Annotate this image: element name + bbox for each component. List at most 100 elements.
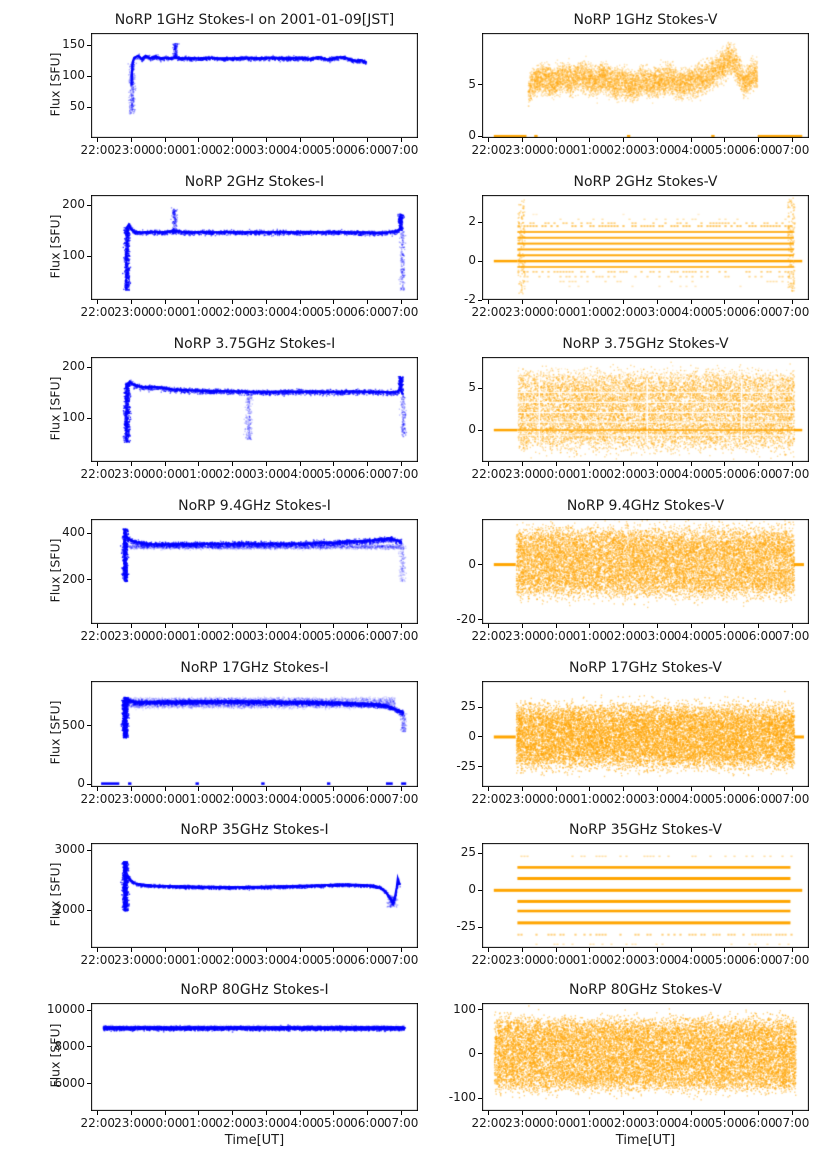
x-tick-label: 07:00 [383,1116,419,1130]
x-axis-tick [521,1111,523,1115]
y-tick-label: 200 [62,197,85,212]
x-tick-label: 03:00 [249,792,284,806]
x-tick-label: 22:00 [471,1116,507,1130]
x-axis-tick [791,138,793,142]
x-tick-label: 02:00 [606,629,641,643]
y-tick-label: 100 [453,1001,476,1016]
x-tick-label: 04:00 [282,792,318,806]
x-axis-tick [656,300,658,304]
x-tick-label: 00:00 [147,953,183,967]
x-tick-label: 22:00 [471,953,507,967]
x-tick-label: 04:00 [282,953,318,967]
y-axis-label: Flux [SFU] [47,700,63,765]
x-tick-label: 05:00 [316,305,352,319]
y-tick-label: 0 [468,556,476,571]
y-tick-label: 3000 [54,842,85,857]
plot-title: NoRP 9.4GHz Stokes-V [566,498,725,514]
y-axis-tick [478,852,482,854]
x-axis-tick [97,138,99,142]
y-tick-label: 2 [468,214,476,229]
y-axis-tick [478,766,482,768]
x-tick-label: 05:00 [707,143,743,157]
y-axis-tick [478,706,482,708]
x-tick-label: 04:00 [673,305,709,319]
x-axis-tick [198,787,200,791]
y-tick-label: 0 [468,253,476,268]
x-axis-tick [656,948,658,952]
x-tick-label: 03:00 [640,1116,675,1130]
x-tick-label: 02:00 [215,953,250,967]
plot-canvas [91,843,418,948]
plot-title: NoRP 2GHz Stokes-I [184,174,325,190]
x-tick-label: 22:00 [471,467,507,481]
x-tick-label: 23:00 [505,467,540,481]
x-axis-tick [97,462,99,466]
x-tick-label: 01:00 [572,467,608,481]
x-axis-tick [690,1111,692,1115]
y-tick-label: -20 [456,611,476,626]
plot-title: NoRP 1GHz Stokes-V [573,12,718,28]
y-axis-tick [87,532,91,534]
x-tick-label: 23:00 [114,305,149,319]
y-axis-tick [478,889,482,891]
x-axis-tick [299,948,301,952]
plot-title: NoRP 9.4GHz Stokes-I [178,498,331,514]
y-tick-label: 400 [62,525,85,539]
x-axis-tick [555,624,557,628]
x-axis-tick [333,1111,335,1115]
x-axis-tick [521,138,523,142]
x-axis-tick [757,1111,759,1115]
y-tick-label: 100 [62,248,85,263]
plot-title: NoRP 1GHz Stokes-I on 2001-01-09[JST] [114,12,395,28]
x-axis-tick [299,1111,301,1115]
y-axis-tick [478,135,482,137]
x-tick-label: 04:00 [282,467,318,481]
x-axis-tick [299,138,301,142]
x-axis-tick [333,138,335,142]
x-axis-tick [198,300,200,304]
plot-title: NoRP 35GHz Stokes-I [180,822,329,838]
y-tick-label: -25 [456,919,476,934]
plot-canvas [91,33,418,138]
x-tick-label: 05:00 [707,1116,743,1130]
plot-title: NoRP 2GHz Stokes-V [573,174,718,190]
x-axis-tick [366,1111,368,1115]
x-axis-tick [656,1111,658,1115]
x-axis-tick [164,138,166,142]
x-tick-label: 01:00 [572,1116,608,1130]
x-tick-label: 02:00 [215,792,250,806]
x-axis-tick [130,300,132,304]
x-tick-label: 04:00 [673,1116,709,1130]
plot-canvas [482,519,809,624]
x-axis-tick [656,624,658,628]
x-axis-tick [757,300,759,304]
x-axis-tick [299,624,301,628]
x-axis-tick [488,138,490,142]
x-axis-tick [791,948,793,952]
x-axis-tick [400,300,402,304]
x-axis-tick [488,787,490,791]
plot-canvas [91,195,418,300]
x-tick-label: 23:00 [114,792,149,806]
x-axis-tick [265,138,267,142]
x-axis-tick [265,462,267,466]
plot-title: NoRP 80GHz Stokes-V [569,982,722,998]
x-tick-label: 05:00 [707,792,743,806]
x-axis-tick [724,462,726,466]
x-axis-tick [589,1111,591,1115]
x-axis-tick [265,1111,267,1115]
x-tick-label: 03:00 [640,629,675,643]
y-axis-tick [478,260,482,262]
x-axis-tick [589,948,591,952]
x-axis-tick [623,787,625,791]
x-tick-label: 06:00 [741,143,776,157]
x-axis-tick [366,948,368,952]
x-axis-tick [400,624,402,628]
x-axis-tick [589,300,591,304]
x-axis-tick [130,138,132,142]
x-axis-tick [265,948,267,952]
plot-title: NoRP 17GHz Stokes-I [180,660,329,676]
x-tick-label: 22:00 [80,629,116,643]
x-axis-tick [757,787,759,791]
x-axis-tick [400,1111,402,1115]
